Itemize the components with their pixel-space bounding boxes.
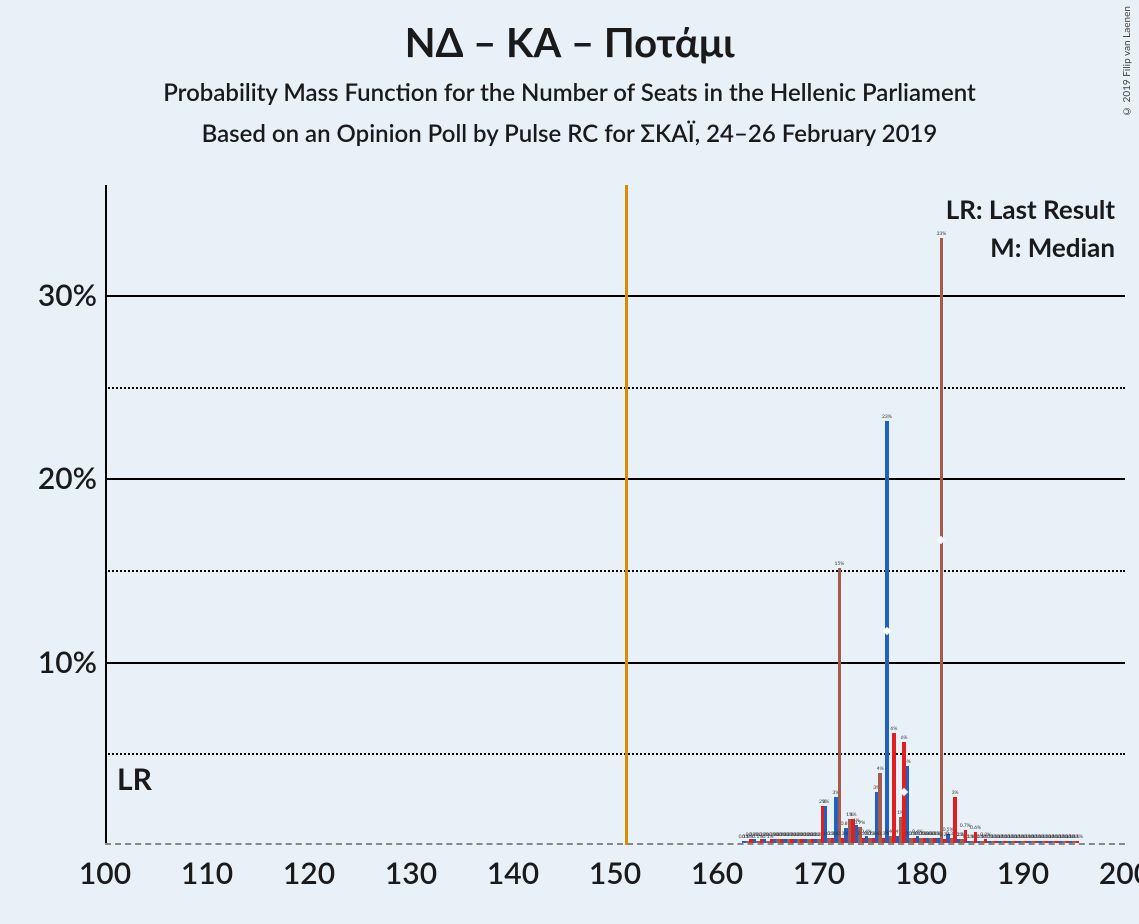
gridline-major [105,478,1125,480]
series-red-bar [933,838,937,844]
series-red-bar [984,839,988,843]
x-tick-label: 110 [181,855,233,891]
series-red-bar [1076,841,1080,843]
series-red-bar-label: 0.2% [807,832,818,838]
series-red-bar [1055,841,1059,843]
series-brown-bar-label: 4% [877,766,884,772]
y-tick-label: 20% [38,460,97,496]
title-block: ΝΔ – ΚΑ – Ποτάμι Probability Mass Functi… [0,0,1139,148]
series-red-bar [800,839,804,843]
series-red-bar [811,839,815,843]
series-red-bar-label: 2% [819,799,826,805]
gridline-major [105,295,1125,297]
series-brown-bar-label: 15% [834,561,844,567]
gridline-minor [105,570,1125,572]
series-red-bar [1045,841,1049,843]
series-blue-bar-label: 23% [882,414,892,420]
series-red-bar-label: 0.2% [939,832,950,838]
main-title: ΝΔ – ΚΑ – Ποτάμι [0,18,1139,66]
series-red-bar [892,733,896,843]
plot: 10%20%30%1001101201301401501601701801902… [105,185,1125,845]
subtitle-line-2: Based on an Opinion Poll by Pulse RC for… [0,119,1139,148]
series-red-bar [994,841,998,843]
x-axis [105,843,1125,845]
x-tick-label: 130 [385,855,437,891]
series-red-bar [872,838,876,844]
gridline-minor [105,387,1125,389]
chart-area: 10%20%30%1001101201301401501601701801902… [105,185,1125,845]
series-red-bar [780,839,784,843]
series-red-bar [1025,841,1029,843]
gridline-minor [105,753,1125,755]
series-blue-median-marker [883,627,891,635]
lr-label: LR [117,761,152,797]
series-red-bar [953,797,957,843]
x-tick-label: 200 [1099,855,1139,891]
series-brown-bar-label: 33% [936,231,946,237]
x-tick-label: 120 [283,855,335,891]
series-red-bar [943,839,947,843]
series-brown-median-marker [937,535,945,543]
series-red-bar-label: 0.3% [878,831,889,837]
x-tick-label: 160 [691,855,743,891]
series-red-bar-label: 6% [901,735,908,741]
y-tick-label: 30% [38,277,97,313]
series-red-bar [770,839,774,843]
series-red-bar-label: 0.1% [1072,834,1083,840]
x-tick-label: 180 [895,855,947,891]
series-red-bar [1066,841,1070,843]
series-red-bar [841,838,845,844]
series-red-bar [790,839,794,843]
x-tick-label: 150 [589,855,641,891]
x-tick-label: 170 [793,855,845,891]
y-axis [105,185,107,845]
x-tick-label: 100 [79,855,131,891]
legend-lr: LR: Last Result [946,193,1115,225]
series-red-bar [1015,841,1019,843]
series-red-bar [913,838,917,844]
series-red-bar [1035,841,1039,843]
series-red-bar [923,838,927,844]
series-red-bar-label: 3% [952,790,959,796]
x-tick-label: 140 [487,855,539,891]
legend-median: M: Median [990,231,1115,263]
subtitle-line-1: Probability Mass Function for the Number… [0,78,1139,107]
last-result-line [625,185,628,845]
series-red-bar [974,832,978,843]
series-red-bar [749,839,753,843]
series-red-bar [862,838,866,844]
series-brown-bar-label: 0.9% [854,820,865,826]
series-red-bar [964,830,968,843]
series-red-bar [760,839,764,843]
series-red-bar [851,819,855,843]
copyright-text: © 2019 Filip van Laenen [1121,6,1133,117]
series-brown-bar [838,568,842,843]
series-red-bar [882,838,886,844]
series-red-bar [831,838,835,844]
y-tick-label: 10% [38,644,97,680]
series-red-bar [821,806,825,843]
gridline-major [105,662,1125,664]
series-red-bar-label: 1% [850,812,857,818]
x-tick-label: 190 [997,855,1049,891]
series-red-bar-label: 0.6% [970,825,981,831]
series-red-bar-label: 0.3% [837,831,848,837]
series-red-bar-label: 6% [890,726,897,732]
series-red-bar [1004,841,1008,843]
